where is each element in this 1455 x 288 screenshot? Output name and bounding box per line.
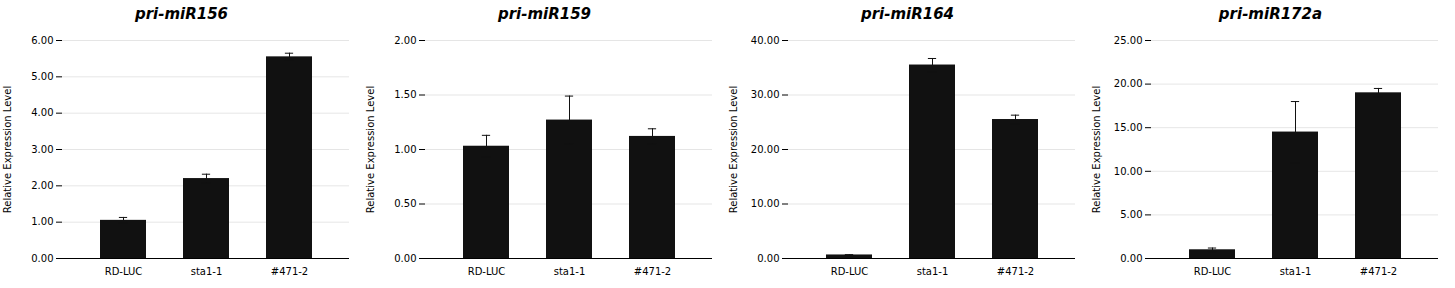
html-text:pri-miR164: pri-miR164 bbox=[860, 5, 955, 23]
svg-text:1.50: 1.50 bbox=[394, 89, 416, 100]
svg-text:20.00: 20.00 bbox=[751, 144, 780, 155]
svg-text:2.00: 2.00 bbox=[31, 180, 53, 191]
svg-text:sta1-1: sta1-1 bbox=[554, 266, 586, 277]
svg-text:25.00: 25.00 bbox=[1114, 35, 1143, 46]
svg-text:Relative Expression Level: Relative Expression Level bbox=[365, 86, 376, 213]
svg-text:#471-2: #471-2 bbox=[634, 266, 671, 277]
svg-text:0.00: 0.00 bbox=[757, 253, 779, 264]
svg-text:4.00: 4.00 bbox=[31, 107, 53, 118]
svg-text:6.00: 6.00 bbox=[31, 35, 53, 46]
svg-text:#471-2: #471-2 bbox=[271, 266, 308, 277]
svg-text:3.00: 3.00 bbox=[31, 144, 53, 155]
svg-text:#471-2: #471-2 bbox=[997, 266, 1034, 277]
html-text:pri-miR159: pri-miR159 bbox=[497, 5, 592, 23]
svg-text:0.00: 0.00 bbox=[31, 253, 53, 264]
html-text:pri-miR172a: pri-miR172a bbox=[1218, 5, 1323, 23]
svg-text:sta1-1: sta1-1 bbox=[917, 266, 949, 277]
svg-text:Relative Expression Level: Relative Expression Level bbox=[2, 86, 13, 213]
svg-text:0.00: 0.00 bbox=[394, 253, 416, 264]
svg-text:10.00: 10.00 bbox=[1114, 166, 1143, 177]
svg-text:sta1-1: sta1-1 bbox=[1280, 266, 1312, 277]
svg-text:30.00: 30.00 bbox=[751, 89, 780, 100]
svg-text:Relative Expression Level: Relative Expression Level bbox=[1091, 86, 1102, 213]
svg-text:RD-LUC: RD-LUC bbox=[105, 266, 143, 277]
svg-text:0.50: 0.50 bbox=[394, 198, 416, 209]
svg-text:5.00: 5.00 bbox=[31, 71, 53, 82]
svg-text:RD-LUC: RD-LUC bbox=[831, 266, 869, 277]
svg-text:10.00: 10.00 bbox=[751, 198, 780, 209]
svg-text:20.00: 20.00 bbox=[1114, 78, 1143, 89]
svg-text:1.00: 1.00 bbox=[394, 144, 416, 155]
svg-text:RD-LUC: RD-LUC bbox=[1194, 266, 1232, 277]
svg-text:RD-LUC: RD-LUC bbox=[468, 266, 506, 277]
svg-text:#471-2: #471-2 bbox=[1360, 266, 1397, 277]
svg-text:0.00: 0.00 bbox=[1120, 253, 1142, 264]
html-text:pri-miR156: pri-miR156 bbox=[134, 5, 229, 23]
svg-text:2.00: 2.00 bbox=[394, 35, 416, 46]
svg-text:Relative Expression Level: Relative Expression Level bbox=[728, 86, 739, 213]
svg-text:40.00: 40.00 bbox=[751, 35, 780, 46]
svg-text:sta1-1: sta1-1 bbox=[191, 266, 223, 277]
svg-text:15.00: 15.00 bbox=[1114, 122, 1143, 133]
svg-text:5.00: 5.00 bbox=[1120, 209, 1142, 220]
svg-text:1.00: 1.00 bbox=[31, 216, 53, 227]
